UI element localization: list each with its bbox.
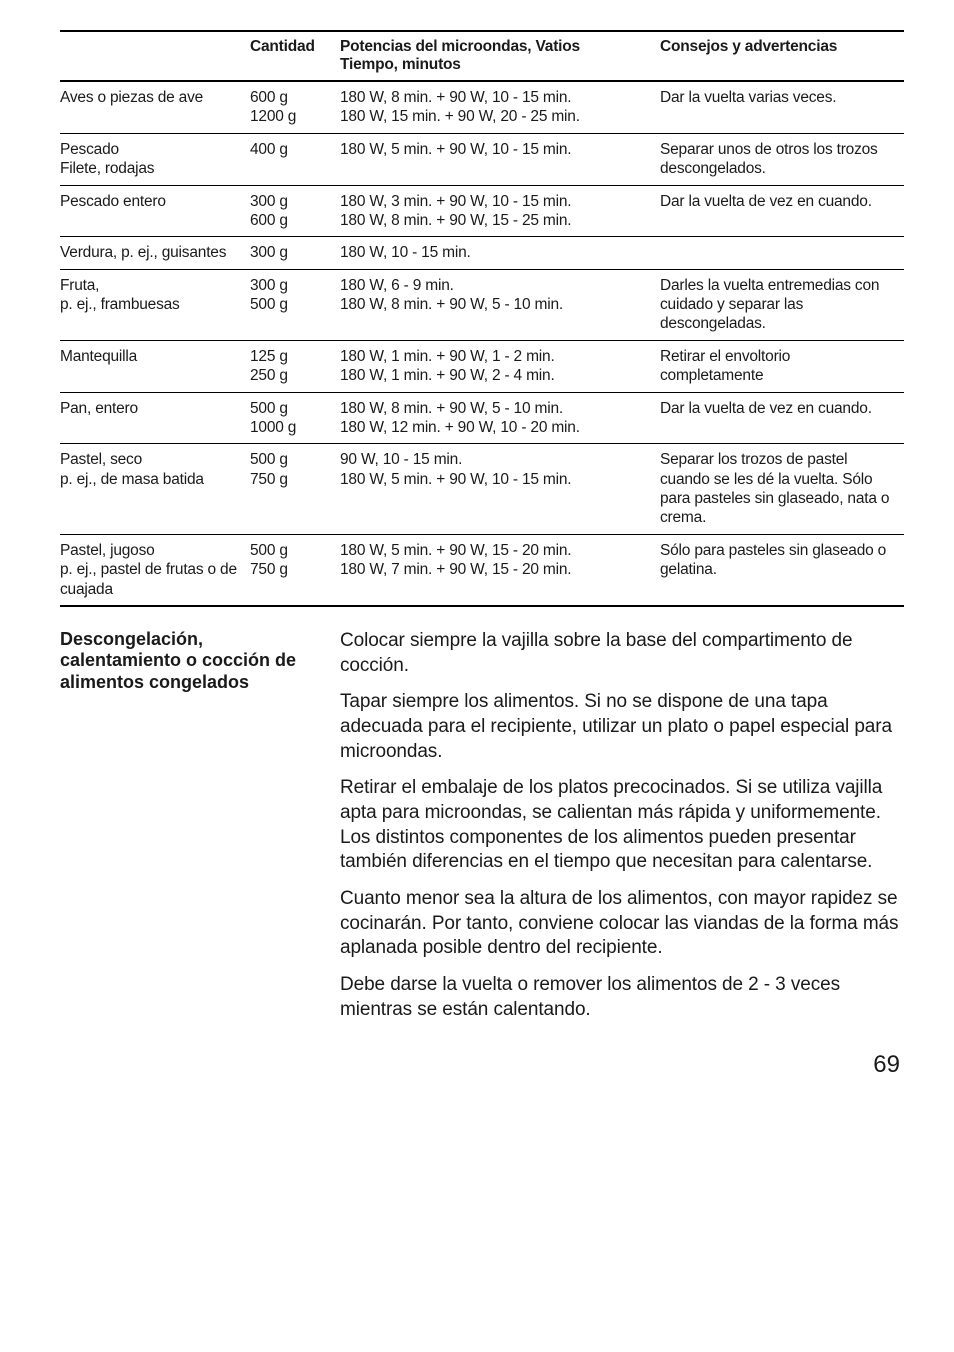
th-blank [60,31,250,81]
th-consejos: Consejos y advertencias [660,31,904,81]
table-cell: 300 g500 g [250,269,340,340]
table-cell: 600 g1200 g [250,81,340,133]
table-row: Aves o piezas de ave600 g1200 g180 W, 8 … [60,81,904,133]
instruction-paragraph: Colocar siempre la vajilla sobre la base… [340,629,904,678]
table-cell: Separar unos de otros los trozos descong… [660,133,904,185]
table-cell: 300 g600 g [250,185,340,237]
table-cell: 500 g750 g [250,444,340,535]
instruction-paragraph: Retirar el embalaje de los platos precoc… [340,776,904,875]
instruction-paragraph: Debe darse la vuelta o remover los alime… [340,973,904,1022]
table-cell: Verdura, p. ej., guisantes [60,237,250,269]
table-cell: 180 W, 10 - 15 min. [340,237,660,269]
th-cantidad: Cantidad [250,31,340,81]
table-cell: Darles la vuelta entremedias con cuidado… [660,269,904,340]
table-cell: 180 W, 8 min. + 90 W, 10 - 15 min.180 W,… [340,81,660,133]
table-cell: 90 W, 10 - 15 min.180 W, 5 min. + 90 W, … [340,444,660,535]
table-cell: Dar la vuelta varias veces. [660,81,904,133]
instruction-paragraph: Cuanto menor sea la altura de los alimen… [340,887,904,961]
table-cell: Aves o piezas de ave [60,81,250,133]
table-cell: Retirar el envoltorio completamente [660,340,904,392]
table-cell: Dar la vuelta de vez en cuando. [660,392,904,444]
table-row: Pastel, jugosop. ej., pastel de frutas o… [60,534,904,606]
page-number: 69 [60,1051,904,1079]
table-cell: 300 g [250,237,340,269]
table-row: Pan, entero500 g1000 g180 W, 8 min. + 90… [60,392,904,444]
table-cell: 180 W, 6 - 9 min.180 W, 8 min. + 90 W, 5… [340,269,660,340]
table-row: Mantequilla125 g250 g180 W, 1 min. + 90 … [60,340,904,392]
instructions-section: Descongelación, calentamiento o cocción … [60,629,904,1035]
table-row: Fruta,p. ej., frambuesas300 g500 g180 W,… [60,269,904,340]
table-cell: Dar la vuelta de vez en cuando. [660,185,904,237]
table-cell: Mantequilla [60,340,250,392]
table-cell: Pescado entero [60,185,250,237]
table-cell: Separar los trozos de pastel cuando se l… [660,444,904,535]
table-cell: 400 g [250,133,340,185]
table-cell: Sólo para pasteles sin glaseado o gelati… [660,534,904,606]
table-row: Verdura, p. ej., guisantes300 g180 W, 10… [60,237,904,269]
table-cell: 180 W, 3 min. + 90 W, 10 - 15 min.180 W,… [340,185,660,237]
table-cell: Fruta,p. ej., frambuesas [60,269,250,340]
table-row: Pastel, secop. ej., de masa batida500 g7… [60,444,904,535]
table-cell: 180 W, 8 min. + 90 W, 5 - 10 min.180 W, … [340,392,660,444]
table-cell: Pan, entero [60,392,250,444]
table-cell: 180 W, 5 min. + 90 W, 10 - 15 min. [340,133,660,185]
table-cell: 180 W, 1 min. + 90 W, 1 - 2 min.180 W, 1… [340,340,660,392]
table-row: PescadoFilete, rodajas400 g180 W, 5 min.… [60,133,904,185]
instruction-paragraph: Tapar siempre los alimentos. Si no se di… [340,690,904,764]
table-row: Pescado entero300 g600 g180 W, 3 min. + … [60,185,904,237]
table-cell: 500 g750 g [250,534,340,606]
th-potencias: Potencias del microondas, VatiosTiempo, … [340,31,660,81]
section-heading: Descongelación, calentamiento o cocción … [60,629,320,694]
table-cell: Pastel, jugosop. ej., pastel de frutas o… [60,534,250,606]
table-cell [660,237,904,269]
table-cell: Pastel, secop. ej., de masa batida [60,444,250,535]
table-cell: 180 W, 5 min. + 90 W, 15 - 20 min.180 W,… [340,534,660,606]
table-cell: PescadoFilete, rodajas [60,133,250,185]
table-cell: 125 g250 g [250,340,340,392]
table-cell: 500 g1000 g [250,392,340,444]
defrost-table: Cantidad Potencias del microondas, Vatio… [60,30,904,607]
